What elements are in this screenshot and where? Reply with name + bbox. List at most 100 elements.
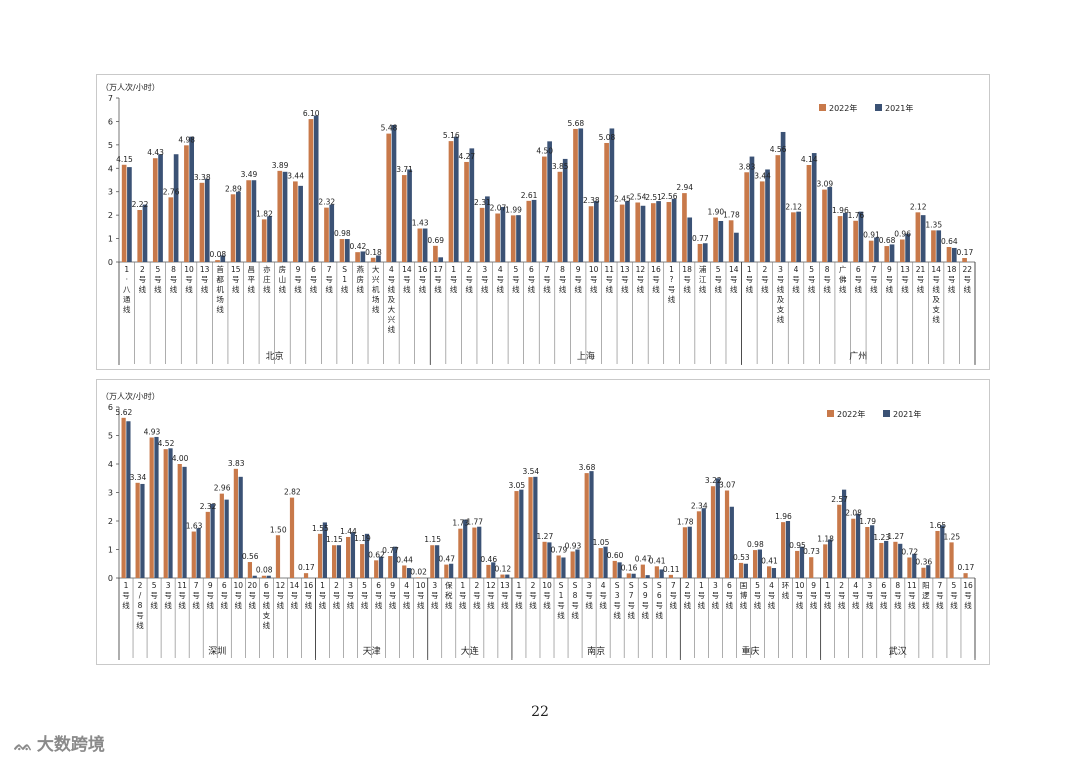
chat-bubbles-icon: ᨐ xyxy=(14,735,33,754)
city-label: 北京 xyxy=(266,350,284,362)
bar-2022 xyxy=(152,158,158,262)
data-label: 2.82 xyxy=(284,488,301,497)
category-label: 6 号线 xyxy=(880,581,888,610)
bar-2022 xyxy=(346,536,351,578)
data-label: 4.43 xyxy=(147,148,164,157)
category-label: 1 ·八通线 xyxy=(123,265,131,314)
bar-2021 xyxy=(422,228,428,262)
data-label: 0.02 xyxy=(410,567,427,576)
data-label: 2.45 xyxy=(614,195,631,204)
brand-text: 大数跨境 xyxy=(36,735,105,755)
data-label: 2.32 xyxy=(200,502,217,511)
bar-2022 xyxy=(710,486,716,578)
bar-2022 xyxy=(884,246,890,262)
data-label: 1.82 xyxy=(256,209,273,218)
category-label: 6 号线 xyxy=(220,581,228,610)
category-label: 4 号线 xyxy=(852,581,860,610)
bar-2021 xyxy=(734,232,739,262)
data-label: 1.27 xyxy=(887,532,904,541)
bar-2021 xyxy=(920,215,926,262)
bar-2022 xyxy=(374,560,379,578)
bar-2021 xyxy=(251,180,257,262)
bar-2022 xyxy=(822,189,827,262)
bar-2022 xyxy=(557,171,563,262)
category-label: 14 号线 xyxy=(290,581,300,610)
bar-2022 xyxy=(386,133,392,262)
data-label: 4.14 xyxy=(801,155,818,164)
data-label: 2.51 xyxy=(645,193,662,202)
category-label: 17 号线 xyxy=(433,265,443,294)
category-label: 4 号线 xyxy=(768,581,776,610)
bar-2022 xyxy=(317,533,323,578)
data-label: 4.93 xyxy=(144,427,161,436)
bar-2021 xyxy=(729,506,734,578)
category-label: 4 号线及大兴线 xyxy=(388,265,396,334)
bar-2022 xyxy=(308,119,314,262)
bar-2022 xyxy=(168,197,174,262)
bar-2021 xyxy=(392,546,398,578)
category-label: 20 号线 xyxy=(248,581,258,610)
data-label: 0.64 xyxy=(941,237,958,246)
category-label: 2 号线 xyxy=(333,581,341,610)
data-label: 0.44 xyxy=(396,555,413,564)
category-label: 2 号线 xyxy=(529,581,537,610)
data-label: 4.98 xyxy=(178,135,195,144)
data-label: 0.91 xyxy=(863,231,880,240)
bar-2021 xyxy=(884,540,889,578)
bar-2022 xyxy=(230,194,236,262)
bar-2021 xyxy=(625,201,630,262)
bar-2022 xyxy=(759,181,765,262)
bar-2021 xyxy=(827,187,833,262)
bar-2021 xyxy=(870,525,875,578)
category-label: 18 号线 xyxy=(682,265,692,294)
category-label: 9 号线 xyxy=(294,265,302,294)
category-label: 11 号线 xyxy=(177,581,187,610)
data-label: 1.27 xyxy=(537,532,554,541)
bar-2021 xyxy=(477,526,482,578)
data-label: 2.94 xyxy=(676,183,693,192)
data-label: 4.15 xyxy=(116,155,133,164)
data-label: 0.17 xyxy=(957,248,974,257)
data-label: 1.05 xyxy=(593,538,610,547)
bar-2022 xyxy=(464,161,469,262)
bar-2022 xyxy=(500,574,505,578)
bar-2022 xyxy=(738,562,744,578)
data-label: 0.17 xyxy=(958,563,975,572)
y-axis-label: （万人次/小时） xyxy=(101,391,160,401)
category-label: 5 号线 xyxy=(754,581,762,610)
category-label: 昌平线 xyxy=(248,265,256,294)
bar-2021 xyxy=(463,519,468,578)
bar-2022 xyxy=(584,473,589,578)
data-label: 1.15 xyxy=(326,535,343,544)
bar-2022 xyxy=(696,511,702,578)
bar-2021 xyxy=(329,204,335,262)
city-label: 大连 xyxy=(461,645,479,657)
bar-2022 xyxy=(486,564,491,578)
bar-2021 xyxy=(912,553,917,578)
bar-2021 xyxy=(252,575,257,578)
bar-2022 xyxy=(931,230,936,262)
data-label: 0.98 xyxy=(747,540,764,549)
category-label: 5 号线 xyxy=(950,581,958,610)
category-label: 2/8 号线 xyxy=(136,581,144,630)
bar-2022 xyxy=(626,573,631,578)
data-label: 2.54 xyxy=(630,192,647,201)
brand-logo: ᨐ 大数跨境 xyxy=(14,730,105,755)
bar-2022 xyxy=(767,566,772,578)
bar-2022 xyxy=(619,204,625,262)
bar-2021 xyxy=(562,158,568,262)
category-label: 9 号线 xyxy=(206,581,214,610)
bar-2021 xyxy=(603,546,608,578)
data-label: 2.89 xyxy=(225,184,242,193)
category-label: 4 号线 xyxy=(599,581,607,610)
bar-2021 xyxy=(858,211,864,262)
category-label: 1 号线 xyxy=(746,265,754,294)
data-label: 1.90 xyxy=(708,207,725,216)
data-label: 1.78 xyxy=(723,210,740,219)
data-label: 0.41 xyxy=(649,556,666,565)
data-label: 2.07 xyxy=(490,204,507,213)
category-label: 3 号线 xyxy=(712,581,720,610)
data-label: 0.77 xyxy=(382,546,399,555)
chart-panel-top: （万人次/小时） 0 1 2 3 4 5 6 7 4.15 1 ·八通线 2.22 2 号线 4.43 5 号线 2… xyxy=(96,74,990,370)
category-label: 6 号线 xyxy=(528,265,536,294)
